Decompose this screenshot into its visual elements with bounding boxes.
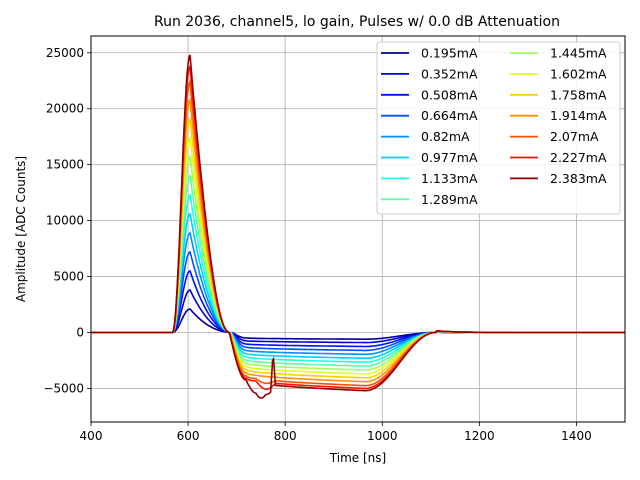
legend-label: 2.07mA — [550, 129, 599, 144]
plot-frame — [90, 35, 626, 423]
chart-title: Run 2036, channel5, lo gain, Pulses w/ 0… — [154, 14, 560, 30]
legend-box — [376, 41, 621, 215]
legend-label: 0.508mA — [421, 87, 478, 102]
series-lines — [91, 54, 625, 399]
axis-ticks: 400 600 800 1000 1200 1400 −5000 0 5000 10000 1500… — [43, 46, 591, 443]
legend-label: 0.352mA — [421, 66, 478, 81]
legend-label: 0.977mA — [421, 150, 478, 165]
legend-label: 0.82mA — [421, 129, 470, 144]
y-axis-label: Amplitude [ADC Counts] — [14, 156, 28, 302]
x-axis-label: Time [ns] — [329, 451, 386, 465]
legend-label: 1.758mA — [550, 87, 607, 102]
x-tick-label: 800 — [274, 429, 297, 443]
y-tick-label: 15000 — [46, 158, 84, 172]
legend: 0.195mA 0.352mA 0.508mA 0.664mA 0.82mA 0.977m… — [376, 41, 621, 215]
y-tick-label: 0 — [76, 325, 84, 339]
legend-label: 2.227mA — [550, 150, 607, 165]
legend-label: 1.133mA — [421, 171, 478, 186]
series-line-2.383mA — [91, 54, 625, 399]
y-tick-label: 5000 — [53, 270, 84, 284]
y-tick-label: 25000 — [46, 46, 84, 60]
legend-label: 2.383mA — [550, 171, 607, 186]
x-tick-label: 1200 — [464, 429, 495, 443]
y-tick-label: −5000 — [43, 381, 84, 395]
legend-label: 1.445mA — [550, 46, 607, 61]
y-tick-label: 20000 — [46, 102, 84, 116]
x-tick-label: 1000 — [367, 429, 398, 443]
x-tick-label: 600 — [177, 429, 200, 443]
legend-label: 0.195mA — [421, 46, 478, 61]
legend-label: 1.602mA — [550, 66, 607, 81]
legend-label: 1.914mA — [550, 108, 607, 123]
legend-label: 0.664mA — [421, 108, 478, 123]
x-tick-label: 1400 — [561, 429, 592, 443]
x-tick-label: 400 — [80, 429, 103, 443]
y-tick-label: 10000 — [46, 214, 84, 228]
legend-label: 1.289mA — [421, 192, 478, 207]
